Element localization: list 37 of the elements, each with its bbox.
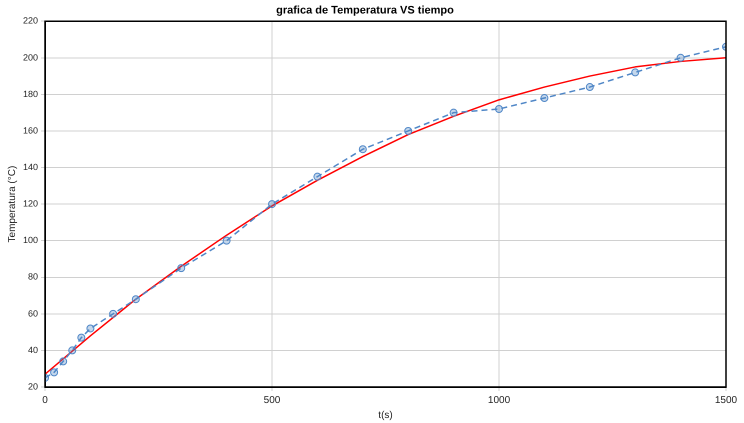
point bbox=[268, 200, 276, 208]
point bbox=[631, 68, 640, 76]
x-tick-label: 1500 bbox=[714, 394, 738, 406]
point bbox=[586, 83, 594, 92]
point bbox=[177, 264, 186, 272]
x-axis-title: t(s) bbox=[378, 410, 393, 421]
point bbox=[540, 94, 548, 102]
point bbox=[132, 295, 140, 304]
point bbox=[86, 324, 94, 332]
point bbox=[495, 104, 504, 113]
y-tick-label: 220 bbox=[22, 16, 38, 26]
point bbox=[358, 145, 367, 154]
point bbox=[222, 236, 231, 245]
point bbox=[109, 310, 118, 318]
point bbox=[676, 54, 685, 62]
y-tick-label: 80 bbox=[28, 272, 38, 282]
y-tick-label: 140 bbox=[22, 162, 38, 172]
point bbox=[77, 334, 86, 342]
point bbox=[50, 368, 58, 376]
y-tick-label: 20 bbox=[28, 381, 38, 392]
x-tick-label: 0 bbox=[42, 394, 48, 406]
y-tick-label: 200 bbox=[22, 52, 38, 62]
point bbox=[450, 108, 458, 117]
y-tick-label: 160 bbox=[22, 125, 38, 136]
point bbox=[68, 346, 76, 354]
point bbox=[59, 357, 68, 366]
y-tick-label: 180 bbox=[22, 88, 38, 99]
x-tick-label: 1000 bbox=[488, 394, 511, 406]
y-axis-title: Temperatura (°C) bbox=[6, 166, 18, 242]
point bbox=[404, 126, 412, 135]
point bbox=[313, 172, 322, 181]
x-tick-label: 500 bbox=[264, 394, 281, 406]
y-tick-label: 100 bbox=[22, 235, 38, 246]
y-tick-label: 120 bbox=[22, 198, 38, 209]
y-tick-label: 60 bbox=[28, 308, 38, 318]
chart-title: grafica de Temperatura VS tiempo bbox=[276, 4, 454, 17]
y-tick-label: 40 bbox=[28, 344, 38, 355]
